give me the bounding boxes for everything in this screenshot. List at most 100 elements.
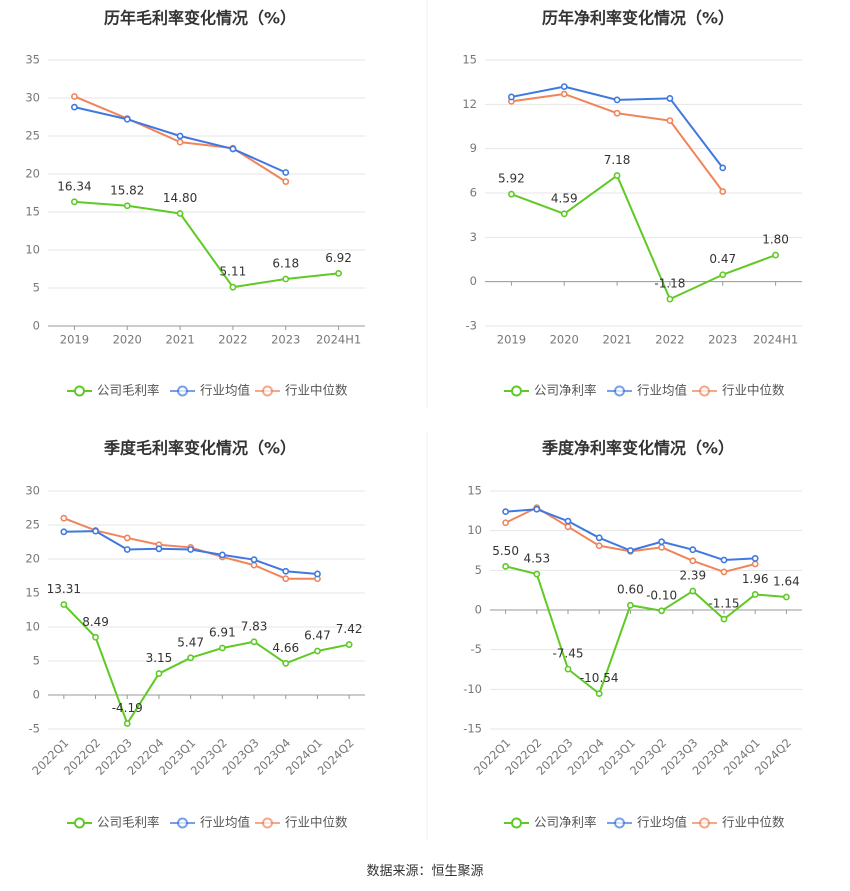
y-tick-label: 10 [25, 243, 40, 257]
data-point [564, 523, 572, 531]
legend-label: 公司净利率 [534, 815, 597, 830]
x-tick-label: 2024H1 [753, 333, 798, 347]
data-point [564, 517, 572, 525]
x-tick-label: 2020 [550, 333, 579, 347]
series-1: 5.50 4.53 -7.45 -10.54 0.60 -0.102.39-1.151.9… [492, 544, 800, 698]
data-point [71, 103, 78, 111]
chart-2: 历年净利率变化情况（%） -3 0 3 6 9 12 15 2019 2020 2021 2022 20… [462, 9, 802, 398]
legend-marker [74, 817, 85, 829]
chart-title: 季度净利率变化情况（%） [541, 439, 734, 458]
data-point [751, 555, 759, 562]
data-point [666, 295, 674, 303]
data-point [720, 556, 728, 564]
data-point [666, 117, 674, 124]
data-point [658, 543, 665, 551]
legend-label: 行业均值 [637, 383, 687, 398]
legend-marker [74, 385, 85, 397]
y-tick-label: 30 [25, 484, 40, 498]
legend-item[interactable]: 公司净利率 [504, 383, 597, 398]
legend-item[interactable]: 行业中位数 [692, 815, 785, 830]
y-tick-label: -15 [463, 722, 482, 736]
legend-item[interactable]: 行业中位数 [255, 815, 348, 830]
data-label: 2.39 [679, 569, 706, 583]
y-tick-label: 12 [462, 97, 477, 111]
data-point [502, 562, 509, 570]
legend-item[interactable]: 公司毛利率 [67, 383, 160, 398]
legend-marker [262, 385, 273, 397]
y-tick-label: 10 [467, 523, 482, 537]
x-tick-label: 2021 [165, 333, 194, 347]
data-point [229, 145, 237, 153]
series-1: 13.31 8.49 -4.19 3.15 5.47 6.91 7.83 4.66 6.47 7.… [47, 582, 363, 727]
data-point [613, 109, 621, 117]
data-point [627, 601, 634, 609]
y-tick-label: -10 [463, 682, 482, 696]
x-tick-label: 2024H1 [316, 333, 361, 347]
legend-label: 行业中位数 [285, 383, 348, 398]
data-point [250, 638, 258, 646]
data-point [658, 538, 665, 546]
legend-item[interactable]: 公司毛利率 [67, 815, 160, 830]
y-tick-label: 15 [25, 205, 40, 219]
data-point [176, 132, 184, 140]
data-source-note: 数据来源：恒生聚源 [366, 864, 484, 879]
series-line [74, 200, 339, 289]
data-point [595, 534, 603, 542]
data-point [533, 505, 541, 513]
legend-marker [699, 817, 710, 829]
series-1: 5.92 4.59 7.18 -1.18 0.47 1.80 [498, 153, 789, 303]
data-label: 0.60 [617, 583, 644, 597]
data-point [719, 164, 727, 172]
data-label: 5.50 [492, 544, 519, 558]
legend-marker [177, 385, 188, 397]
legend-item[interactable]: 行业中位数 [255, 383, 348, 398]
y-tick-label: 5 [33, 281, 40, 295]
data-label: 0.47 [709, 252, 736, 266]
data-point [335, 270, 342, 277]
data-point [176, 138, 184, 146]
legend-item[interactable]: 行业均值 [607, 815, 687, 830]
data-point [218, 644, 226, 652]
legend-item[interactable]: 公司净利率 [504, 815, 597, 830]
data-point [60, 528, 68, 536]
data-point [560, 83, 568, 90]
legend-item[interactable]: 行业中位数 [692, 383, 785, 398]
chart-1: 历年毛利率变化情况（%） 0 5 10 15 20 25 30 35 2019 2020 2021 20… [25, 9, 365, 398]
data-point [508, 93, 515, 101]
x-tick-label: 2021 [602, 333, 631, 347]
data-label: 15.82 [110, 183, 144, 197]
data-point [282, 169, 290, 176]
y-tick-label: 0 [33, 319, 40, 333]
legend-label: 公司毛利率 [97, 383, 160, 398]
data-point [508, 190, 515, 198]
data-point [282, 178, 290, 185]
legend-item[interactable]: 行业均值 [170, 383, 250, 398]
data-point [71, 198, 78, 206]
legend-item[interactable]: 行业均值 [607, 383, 687, 398]
data-point [719, 188, 727, 195]
y-tick-label: 10 [25, 620, 40, 634]
legend-marker [262, 817, 273, 829]
legend-marker [511, 385, 522, 397]
series-2 [508, 83, 727, 172]
y-tick-label: 3 [470, 230, 477, 244]
data-point [314, 570, 321, 578]
y-tick-label: -3 [466, 319, 477, 333]
x-tick-label: 2022 [218, 333, 247, 347]
x-tick-label: 2023 [271, 333, 300, 347]
x-tick-label: 2023 [708, 333, 737, 347]
data-point [71, 93, 78, 100]
data-point [689, 546, 697, 554]
data-point [772, 251, 779, 259]
data-point [123, 546, 131, 553]
legend: 公司净利率 行业均值 行业中位数 [504, 383, 785, 398]
legend-item[interactable]: 行业均值 [170, 815, 250, 830]
chart-4: 季度净利率变化情况（%）-15-10-50510152022Q12022Q220… [463, 439, 802, 830]
y-tick-label: 30 [25, 91, 40, 105]
x-tick-label: 2020 [113, 333, 142, 347]
data-point [250, 556, 258, 564]
legend-label: 行业均值 [200, 815, 250, 830]
x-tick-label: 2022 [655, 333, 684, 347]
data-label: 14.80 [163, 191, 197, 205]
